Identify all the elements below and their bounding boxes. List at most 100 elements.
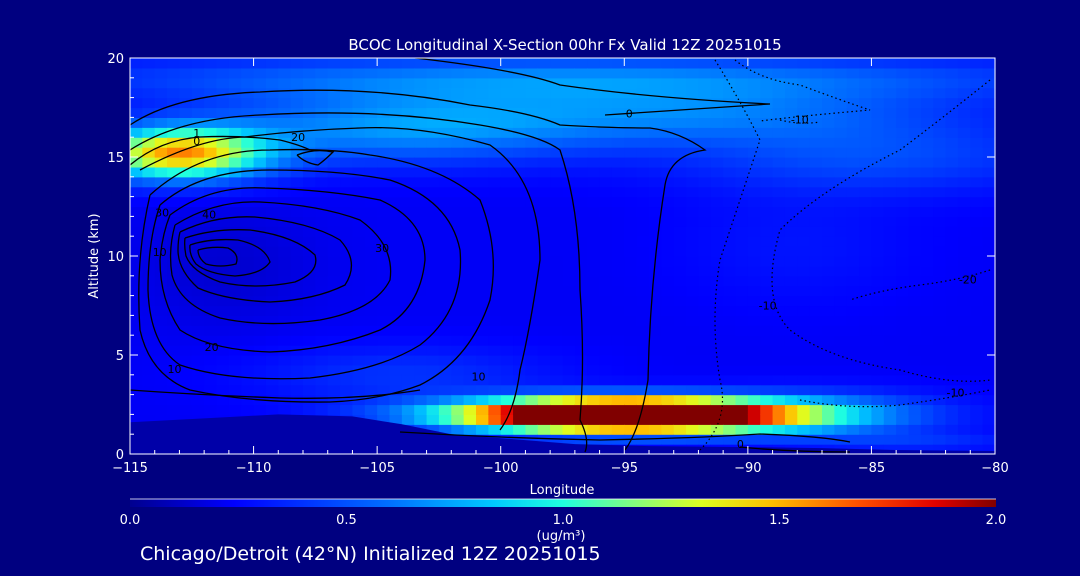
heat-cell bbox=[204, 107, 218, 118]
heat-cell bbox=[920, 186, 934, 198]
heat-cell bbox=[834, 315, 848, 326]
heat-cell bbox=[735, 404, 749, 415]
heat-cell bbox=[340, 157, 354, 168]
heat-cell bbox=[537, 127, 551, 138]
heat-cell bbox=[784, 335, 798, 346]
heat-cell bbox=[451, 364, 465, 376]
heat-cell bbox=[488, 345, 502, 356]
heat-cell bbox=[513, 216, 527, 227]
heat-cell bbox=[760, 335, 774, 346]
heat-cell bbox=[364, 404, 378, 415]
heat-cell bbox=[352, 355, 366, 366]
heat-cell bbox=[278, 236, 292, 247]
heat-cell bbox=[562, 295, 576, 307]
heat-cell bbox=[636, 394, 650, 406]
heat-cell bbox=[228, 176, 242, 188]
heat-cell bbox=[574, 137, 588, 148]
heat-cell bbox=[611, 384, 625, 396]
heat-cell bbox=[710, 236, 724, 247]
heat-cell bbox=[500, 67, 514, 79]
heat-cell bbox=[364, 107, 378, 118]
heat-cell bbox=[513, 176, 527, 188]
heat-cell bbox=[463, 236, 477, 247]
heat-cell bbox=[451, 404, 465, 415]
heat-cell bbox=[809, 67, 823, 79]
heat-cell bbox=[389, 305, 403, 316]
heat-cell bbox=[352, 127, 366, 138]
heat-cell bbox=[772, 176, 786, 188]
heat-cell bbox=[476, 285, 489, 297]
heat-cell bbox=[278, 246, 292, 257]
heat-cell bbox=[859, 285, 873, 297]
heat-cell bbox=[673, 414, 687, 425]
heat-cell bbox=[228, 236, 242, 247]
heat-cell bbox=[859, 404, 873, 415]
heat-cell bbox=[661, 117, 675, 128]
heat-cell bbox=[401, 87, 415, 99]
heat-cell bbox=[426, 424, 440, 435]
heat-cell bbox=[574, 107, 588, 118]
heat-cell bbox=[587, 256, 601, 267]
heat-cell bbox=[191, 77, 205, 89]
heat-cell bbox=[179, 77, 193, 89]
heat-cell bbox=[377, 414, 391, 425]
heat-cell bbox=[315, 256, 329, 267]
heat-cell bbox=[933, 226, 947, 237]
heat-cell bbox=[723, 285, 737, 297]
heat-cell bbox=[735, 394, 749, 406]
heat-cell bbox=[364, 77, 378, 89]
heat-cell bbox=[710, 305, 724, 316]
heat-cell bbox=[920, 236, 934, 247]
heat-cell bbox=[624, 236, 638, 247]
heat-cell bbox=[550, 77, 564, 89]
heat-cell bbox=[723, 87, 737, 99]
heat-cell bbox=[784, 305, 798, 316]
heat-cell bbox=[303, 67, 316, 79]
heat-cell bbox=[167, 107, 181, 118]
heat-cell bbox=[500, 345, 514, 356]
heat-cell bbox=[451, 216, 465, 227]
heat-cell bbox=[550, 166, 564, 178]
heat-cell bbox=[451, 117, 465, 128]
heat-cell bbox=[747, 58, 761, 69]
heat-cell bbox=[661, 275, 675, 287]
heat-cell bbox=[340, 364, 354, 376]
heat-cell bbox=[883, 166, 897, 178]
heat-cell bbox=[340, 186, 354, 198]
heat-cell bbox=[451, 137, 465, 148]
heat-cell bbox=[673, 157, 687, 168]
heat-cell bbox=[723, 355, 737, 366]
heat-cell bbox=[970, 97, 984, 109]
heat-cell bbox=[562, 196, 576, 208]
heat-cell bbox=[636, 335, 650, 346]
heat-cell bbox=[513, 186, 527, 198]
heat-cell bbox=[636, 87, 650, 99]
heat-cell bbox=[216, 364, 230, 376]
heat-cell bbox=[723, 186, 737, 198]
heat-cell bbox=[908, 295, 922, 307]
heat-cell bbox=[191, 186, 205, 198]
heat-cell bbox=[476, 364, 489, 376]
heat-cell bbox=[710, 325, 724, 336]
heat-cell bbox=[389, 196, 403, 208]
heat-cell bbox=[303, 265, 316, 277]
heat-cell bbox=[822, 256, 835, 267]
heat-cell bbox=[562, 97, 576, 109]
heat-cell bbox=[760, 364, 774, 376]
heat-cell bbox=[265, 285, 279, 297]
heat-cell bbox=[587, 226, 601, 237]
x-tick-label: −100 bbox=[483, 461, 519, 476]
heat-cell bbox=[265, 364, 279, 376]
heat-cell bbox=[760, 434, 774, 445]
heat-cell bbox=[537, 424, 551, 435]
heat-cell bbox=[871, 236, 885, 247]
heat-cell bbox=[265, 394, 279, 406]
heat-cell bbox=[933, 305, 947, 316]
heat-cell bbox=[611, 166, 625, 178]
heat-cell bbox=[982, 157, 996, 168]
terrain-mask bbox=[130, 414, 995, 454]
heat-cell bbox=[525, 206, 539, 217]
heat-cell bbox=[772, 256, 786, 267]
heat-cell bbox=[154, 97, 168, 109]
heat-cell bbox=[784, 364, 798, 376]
